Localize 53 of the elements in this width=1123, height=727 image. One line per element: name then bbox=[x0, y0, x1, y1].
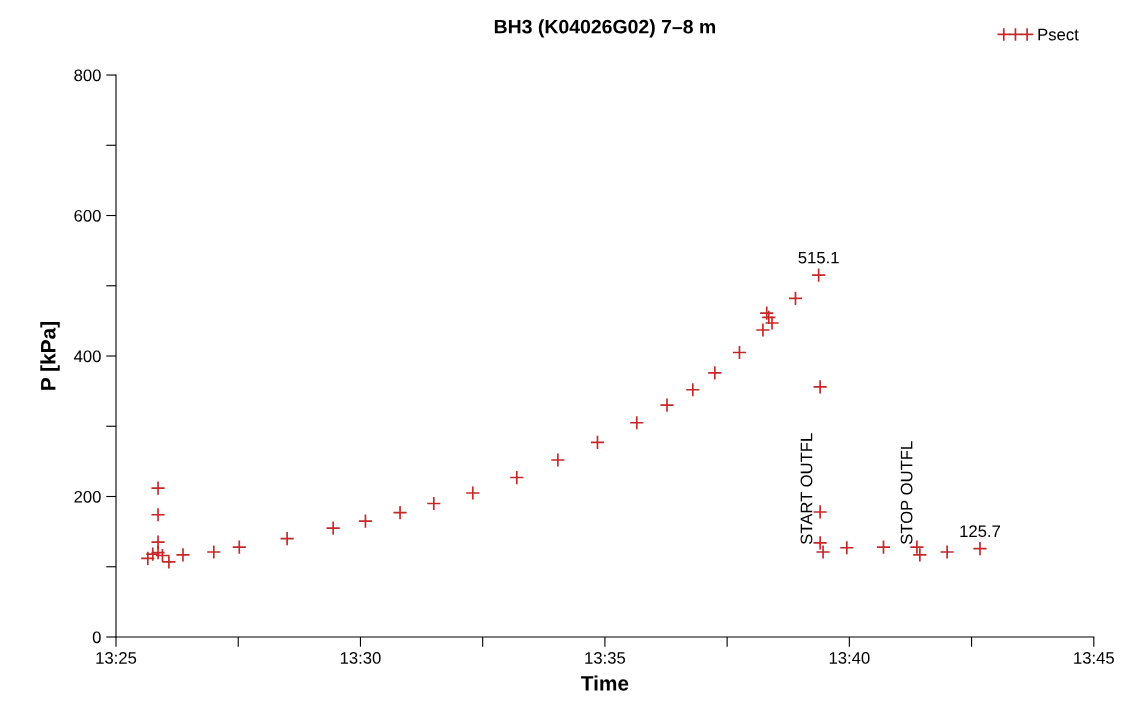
point bbox=[206, 544, 222, 560]
point bbox=[150, 480, 166, 496]
point bbox=[161, 554, 177, 570]
point bbox=[811, 267, 827, 283]
legend-label: Psect bbox=[1038, 28, 1079, 41]
data-label: 515.1 bbox=[798, 251, 839, 264]
point bbox=[759, 305, 775, 321]
point bbox=[912, 547, 928, 563]
x-tick-label: 13:35 bbox=[585, 652, 626, 664]
point bbox=[392, 505, 408, 521]
y-axis-title: P [kPa] bbox=[40, 322, 60, 390]
annotation: START OUTFL bbox=[800, 433, 813, 545]
point bbox=[761, 309, 777, 325]
x-tick-label: 13:45 bbox=[1074, 652, 1114, 664]
point bbox=[876, 539, 891, 555]
point bbox=[590, 434, 605, 450]
y-tick-label: 0 bbox=[92, 631, 101, 644]
point bbox=[150, 507, 166, 523]
chart-title: BH3 (K04026G02) 7–8 m bbox=[494, 19, 716, 38]
point bbox=[155, 548, 170, 563]
annotation: STOP OUTFL bbox=[900, 441, 913, 545]
point bbox=[358, 513, 373, 529]
point bbox=[465, 485, 481, 501]
point bbox=[812, 379, 828, 395]
point bbox=[939, 544, 955, 560]
data-label: 125.7 bbox=[960, 525, 1001, 538]
point bbox=[426, 496, 442, 511]
y-tick-label: 400 bbox=[74, 350, 101, 363]
x-tick-label: 13:40 bbox=[829, 652, 870, 664]
x-axis-title: Time bbox=[581, 675, 629, 691]
point bbox=[629, 415, 645, 431]
point bbox=[509, 470, 525, 485]
point bbox=[732, 345, 747, 360]
point bbox=[812, 504, 828, 520]
y-tick-label: 600 bbox=[74, 209, 101, 222]
x-tick-label: 13:30 bbox=[340, 652, 381, 664]
point bbox=[659, 397, 675, 413]
point bbox=[815, 544, 831, 560]
y-tick-label: 200 bbox=[74, 490, 101, 503]
point bbox=[150, 534, 166, 550]
point bbox=[812, 535, 828, 551]
point bbox=[788, 290, 803, 306]
y-tick-label: 800 bbox=[74, 69, 101, 82]
point bbox=[550, 452, 566, 468]
point bbox=[707, 365, 723, 381]
point bbox=[839, 540, 855, 556]
point bbox=[325, 520, 341, 536]
x-tick-label: 13:25 bbox=[96, 652, 137, 664]
point bbox=[972, 541, 988, 557]
point bbox=[175, 547, 191, 563]
point bbox=[279, 531, 295, 547]
point bbox=[685, 382, 701, 398]
point bbox=[231, 539, 247, 555]
